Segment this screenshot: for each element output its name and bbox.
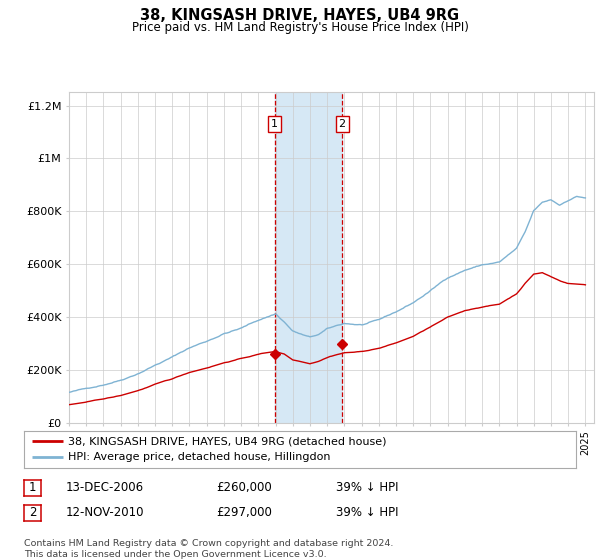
Text: Price paid vs. HM Land Registry's House Price Index (HPI): Price paid vs. HM Land Registry's House …	[131, 21, 469, 34]
Text: 39% ↓ HPI: 39% ↓ HPI	[336, 506, 398, 520]
Bar	[275, 92, 342, 423]
Text: 1: 1	[271, 119, 278, 129]
Text: 13-DEC-2006: 13-DEC-2006	[66, 481, 144, 494]
Text: Contains HM Land Registry data © Crown copyright and database right 2024.
This d: Contains HM Land Registry data © Crown c…	[24, 539, 394, 559]
Text: HPI: Average price, detached house, Hillingdon: HPI: Average price, detached house, Hill…	[68, 452, 331, 463]
Text: 12-NOV-2010: 12-NOV-2010	[66, 506, 145, 520]
Text: 2: 2	[338, 119, 346, 129]
Text: 38, KINGSASH DRIVE, HAYES, UB4 9RG (detached house): 38, KINGSASH DRIVE, HAYES, UB4 9RG (deta…	[68, 436, 386, 446]
Text: 1: 1	[29, 481, 36, 494]
Text: £260,000: £260,000	[216, 481, 272, 494]
Text: 38, KINGSASH DRIVE, HAYES, UB4 9RG: 38, KINGSASH DRIVE, HAYES, UB4 9RG	[140, 8, 460, 24]
Text: £297,000: £297,000	[216, 506, 272, 520]
Text: 2: 2	[29, 506, 36, 520]
Text: 39% ↓ HPI: 39% ↓ HPI	[336, 481, 398, 494]
